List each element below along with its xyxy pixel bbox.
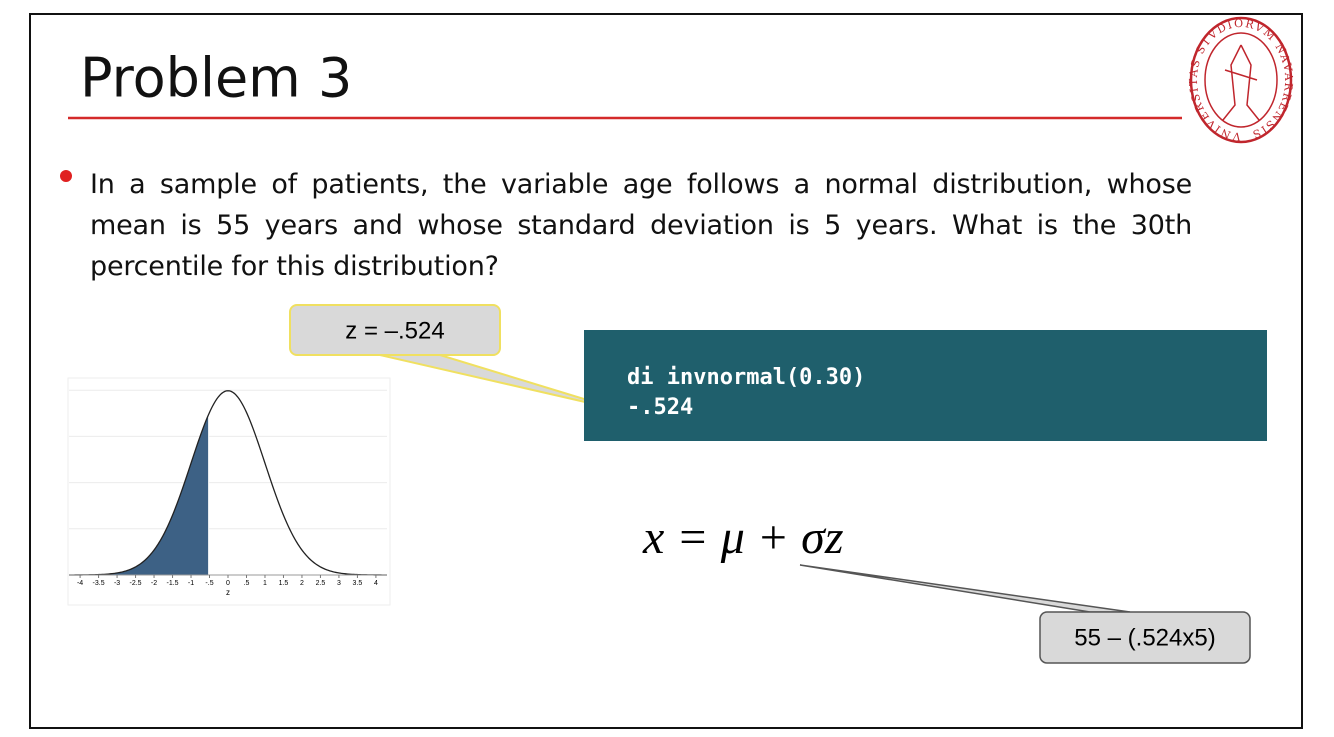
logo-inner (1204, 32, 1278, 128)
x-tick-label: -2 (151, 580, 157, 587)
x-tick-label: 0 (226, 580, 230, 587)
x-axis-label: z (226, 588, 230, 597)
logo-figure (1222, 44, 1260, 121)
x-tick-label: 3 (337, 580, 341, 587)
title: Problem 3 (80, 47, 352, 110)
x-tick-label: 2.5 (316, 580, 326, 587)
density-curve (69, 390, 387, 576)
callout-box (289, 304, 501, 356)
x-tick-label: 1.5 (279, 580, 289, 587)
x-tick-label: .5 (244, 580, 250, 587)
code-line: -.524 (627, 395, 693, 420)
formula: x = μ + σz (642, 511, 844, 564)
x-tick-label: -1 (188, 580, 194, 587)
callout-box (1039, 611, 1251, 664)
callout-text: z = –.524 (345, 317, 444, 344)
x-tick-label: 1 (263, 580, 267, 587)
chart: -4 -3.5 -3 -2.5 -2 -1.5 -1 -.5 0 .5 1 1.5 2 2.5 3 3.5 4 z (69, 389, 387, 597)
x-tick-label: -3.5 (93, 580, 105, 587)
bullet-dot (60, 170, 72, 182)
x-tick-label: -4 (77, 580, 83, 587)
callout-text: 55 – (.524x5) (1074, 624, 1215, 651)
x-tick-label: 3.5 (353, 580, 363, 587)
shaded-area (69, 414, 209, 575)
code-box (584, 330, 1267, 441)
chart-frame (67, 377, 391, 606)
x-tick-label: -3 (114, 580, 120, 587)
bullet-text: In a sample of patients, the variable ag… (90, 169, 1192, 282)
code-line: di invnormal(0.30) (627, 365, 865, 390)
x-tick-label: -2.5 (130, 580, 142, 587)
x-tick-label: -1.5 (167, 580, 179, 587)
x-tick-label: -.5 (205, 580, 213, 587)
logo-ring (1189, 16, 1293, 144)
x-tick-label: 2 (300, 580, 304, 587)
x-tick-label: 4 (374, 580, 378, 587)
